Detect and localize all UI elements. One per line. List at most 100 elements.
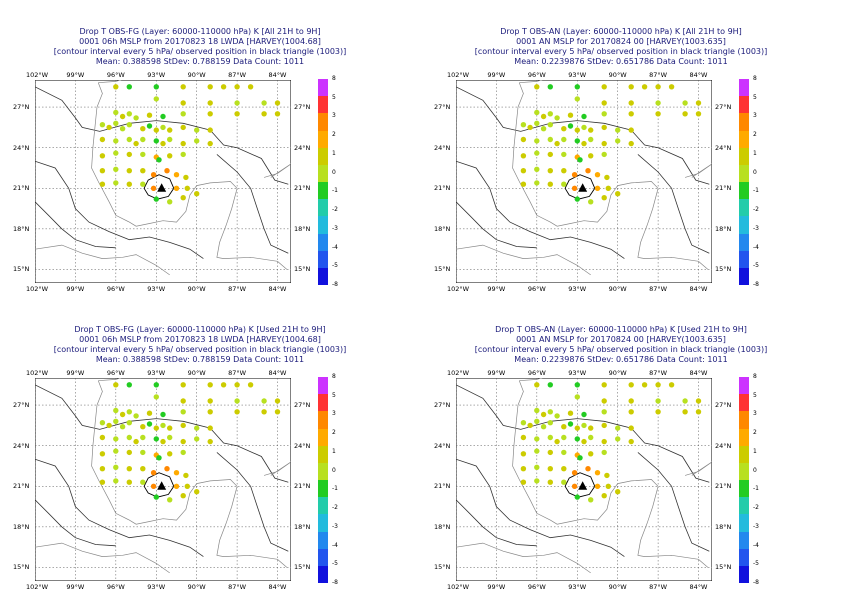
observation-dot xyxy=(527,422,533,429)
observation-dot xyxy=(604,472,610,479)
storm-position-triangle xyxy=(157,183,167,192)
observation-dot xyxy=(180,84,186,90)
observation-dot xyxy=(520,420,527,426)
lon-tick-label: 90°W xyxy=(608,71,627,79)
map-plot xyxy=(35,80,291,283)
observation-dot xyxy=(180,124,186,131)
observation-dot xyxy=(601,140,607,147)
colorbar-swatch xyxy=(318,565,328,584)
coastline xyxy=(91,82,288,270)
coastline-cuba xyxy=(263,163,291,178)
colorbar-swatch xyxy=(318,267,328,286)
mslp-contour xyxy=(35,160,204,259)
observation-dot xyxy=(520,153,527,159)
lat-tick-label: 24°N xyxy=(434,143,451,152)
lon-tick-label: 96°W xyxy=(106,369,125,377)
lat-tick-label: 18°N xyxy=(434,522,451,531)
observation-dot xyxy=(628,127,634,133)
observation-dot xyxy=(184,185,190,191)
observation-dot xyxy=(655,111,661,117)
observation-dot xyxy=(628,140,634,147)
observation-dot xyxy=(113,166,119,172)
colorbar-label: -1 xyxy=(753,187,759,195)
lon-tick-label: 99°W xyxy=(487,583,506,591)
lon-tick-label: 87°W xyxy=(228,71,247,79)
map-plot xyxy=(456,80,712,283)
observation-dot xyxy=(594,185,601,191)
observation-dot xyxy=(194,489,200,495)
colorbar-label: 1 xyxy=(332,149,336,157)
observation-dot xyxy=(150,483,157,489)
colorbar-swatch xyxy=(318,182,328,200)
observation-dot xyxy=(184,483,190,489)
lon-tick-label: 93°W xyxy=(147,369,166,377)
observation-dot xyxy=(534,180,540,186)
observation-dot xyxy=(113,478,119,484)
observation-dot xyxy=(601,151,607,158)
lon-tick-label: 99°W xyxy=(66,583,85,591)
observation-dot xyxy=(119,411,126,418)
lat-tick-label: 21°N xyxy=(434,184,451,193)
observation-dot xyxy=(567,410,574,416)
observation-dot xyxy=(585,466,591,472)
lat-tick-label: 24°N xyxy=(715,143,732,152)
lat-tick-label: 18°N xyxy=(294,224,311,233)
observation-dot xyxy=(534,407,540,414)
observation-dot xyxy=(588,153,594,159)
observation-dot xyxy=(588,434,594,441)
observation-dot xyxy=(234,382,240,388)
observation-dot xyxy=(540,411,547,418)
observation-dot xyxy=(150,172,157,178)
colorbar-swatch xyxy=(318,531,328,550)
observation-dot xyxy=(628,111,634,117)
lon-tick-label: 84°W xyxy=(689,369,708,377)
colorbar-swatch xyxy=(739,233,749,252)
observation-dot xyxy=(207,140,213,147)
lat-tick-label: 21°N xyxy=(715,184,732,193)
colorbar-swatch xyxy=(739,182,749,200)
observation-dot xyxy=(601,449,607,456)
observation-dot xyxy=(682,100,688,106)
observation-dot xyxy=(150,470,157,476)
lat-tick-label: 24°N xyxy=(13,143,30,152)
observation-dot xyxy=(126,409,132,415)
colorbar-label: 8 xyxy=(753,75,757,82)
lat-tick-label: 27°N xyxy=(715,401,732,410)
lat-tick-label: 21°N xyxy=(13,482,30,491)
observation-dot xyxy=(140,434,146,441)
observation-dot xyxy=(140,449,146,456)
colorbar-label: -4 xyxy=(753,541,759,549)
observation-dot xyxy=(561,181,567,187)
title-line-3: [contour interval every 5 hPa/ observed … xyxy=(474,47,768,56)
observation-dot xyxy=(520,168,527,174)
mslp-contour xyxy=(456,458,625,557)
lon-tick-label: 93°W xyxy=(147,285,166,293)
observation-dot xyxy=(571,483,578,489)
observation-dot xyxy=(113,436,119,442)
observation-dot xyxy=(534,418,540,424)
observation-dot xyxy=(180,382,186,388)
colorbar-swatch xyxy=(739,565,749,584)
colorbar-swatch xyxy=(739,113,749,131)
observation-dot xyxy=(153,425,159,431)
lat-tick-label: 27°N xyxy=(294,401,311,410)
observation-dot xyxy=(167,127,173,133)
map-frame xyxy=(35,80,291,283)
observation-dot xyxy=(99,136,106,143)
colorbar-swatch xyxy=(318,130,328,149)
observation-dot xyxy=(180,438,186,445)
observation-dot xyxy=(126,111,132,117)
observation-dot xyxy=(113,84,119,90)
observation-dot xyxy=(601,84,607,90)
colorbar-swatch xyxy=(739,428,749,447)
colorbar-label: -8 xyxy=(332,579,338,586)
observation-dot xyxy=(628,425,634,431)
observation-dot xyxy=(99,479,106,485)
observation-dot xyxy=(534,436,540,442)
lat-tick-label: 24°N xyxy=(715,441,732,450)
observation-dot xyxy=(126,181,132,187)
colorbar-swatch xyxy=(318,462,328,481)
observation-dot xyxy=(247,84,254,90)
map-panel-1: Drop T OBS-FG (Layer: 60000-110000 hPa) … xyxy=(0,0,421,298)
lat-tick-label: 18°N xyxy=(13,522,30,531)
